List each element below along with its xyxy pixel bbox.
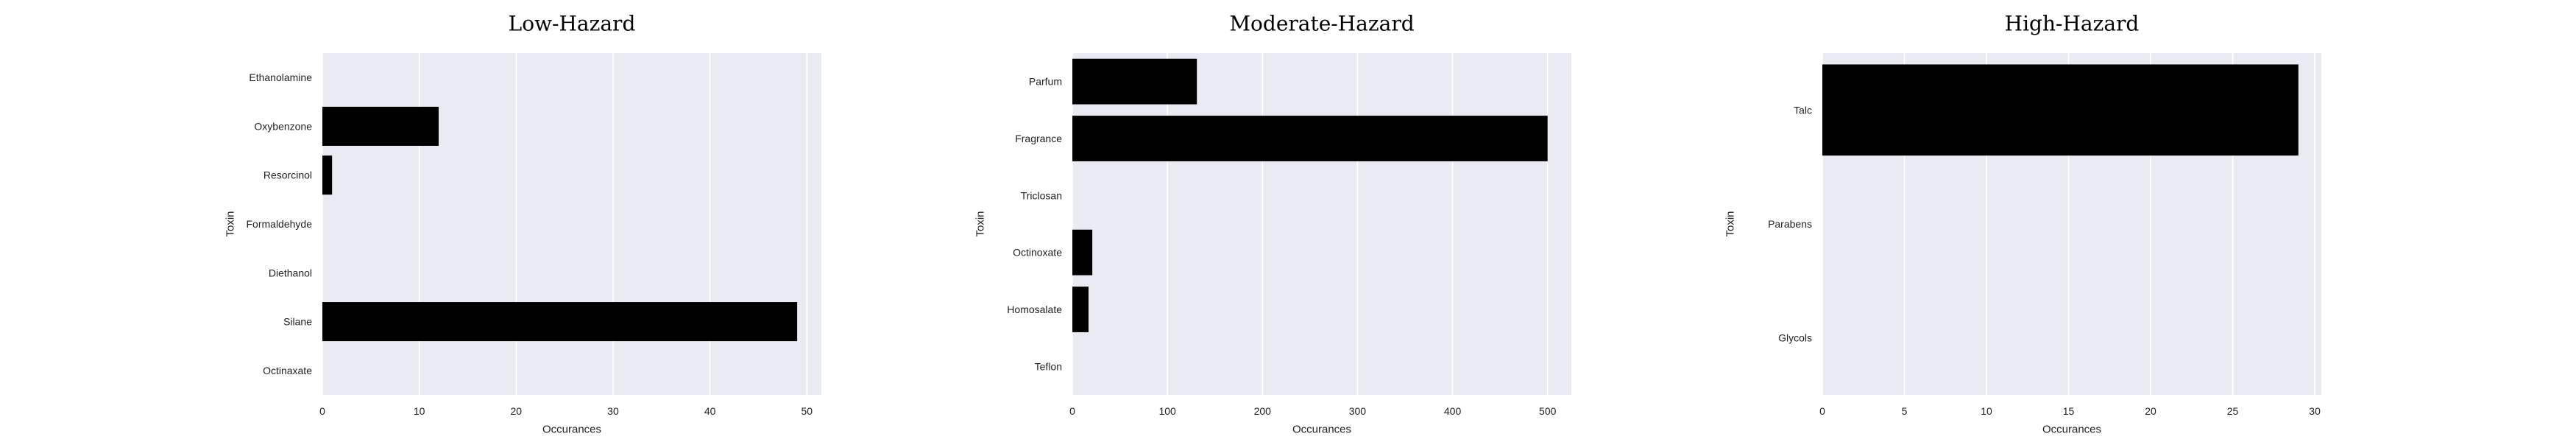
x-axis-label: Occurances [542,424,601,436]
y-tick-label: Octinoxate [1013,247,1062,259]
x-tick-label: 40 [704,405,716,417]
x-tick-label: 300 [1349,405,1367,417]
x-tick-label: 0 [1819,405,1825,417]
y-tick-label: Resorcinol [263,169,312,181]
y-tick-label: Homosalate [1007,304,1062,315]
y-tick-label: Formaldehyde [247,218,313,230]
y-tick-label: Parabens [1768,218,1812,230]
x-tick-label: 100 [1158,405,1176,417]
bar [1072,229,1093,276]
x-tick-label: 10 [1981,405,1992,417]
plot-area [1072,53,1571,395]
y-axis-label: Toxin [974,211,987,236]
y-tick-label: Parfum [1029,76,1062,88]
bar [1822,64,2299,156]
x-tick-label: 500 [1539,405,1557,417]
y-tick-label: Octinaxate [263,365,312,376]
x-tick-label: 0 [319,405,325,417]
y-axis-label: Toxin [1724,211,1737,236]
x-tick-label: 5 [1902,405,1908,417]
y-tick-label: Triclosan [1021,189,1062,201]
x-tick-label: 20 [511,405,523,417]
x-tick-label: 400 [1444,405,1462,417]
x-tick-label: 0 [1069,405,1075,417]
y-tick-label: Silane [283,316,312,328]
y-tick-label: Talc [1794,104,1812,116]
y-tick-label: Teflon [1035,360,1062,372]
bar [322,302,798,342]
bar [1072,287,1089,332]
x-tick-label: 50 [801,405,813,417]
y-axis-label: Toxin [224,211,237,236]
bar [1072,58,1197,105]
x-tick-label: 10 [414,405,425,417]
x-tick-label: 200 [1254,405,1272,417]
chart-title: High-Hazard [2005,12,2140,36]
plot-area [322,53,821,395]
bar [322,106,439,146]
chart-title: Low-Hazard [509,12,636,36]
y-tick-label: Fragrance [1015,133,1062,144]
x-tick-label: 30 [2309,405,2321,417]
x-tick-label: 30 [607,405,619,417]
x-tick-label: 25 [2227,405,2239,417]
chart-title: Moderate-Hazard [1229,12,1414,36]
x-axis-label: Occurances [1292,424,1351,436]
x-tick-label: 20 [2145,405,2156,417]
y-tick-label: Ethanolamine [249,71,312,83]
y-tick-label: Diethanol [269,267,312,278]
bar [322,155,333,195]
bar [1072,116,1548,161]
y-tick-label: Oxybenzone [254,120,312,132]
x-tick-label: 15 [2063,405,2075,417]
x-axis-label: Occurances [2042,424,2101,436]
y-tick-label: Glycols [1778,332,1812,344]
